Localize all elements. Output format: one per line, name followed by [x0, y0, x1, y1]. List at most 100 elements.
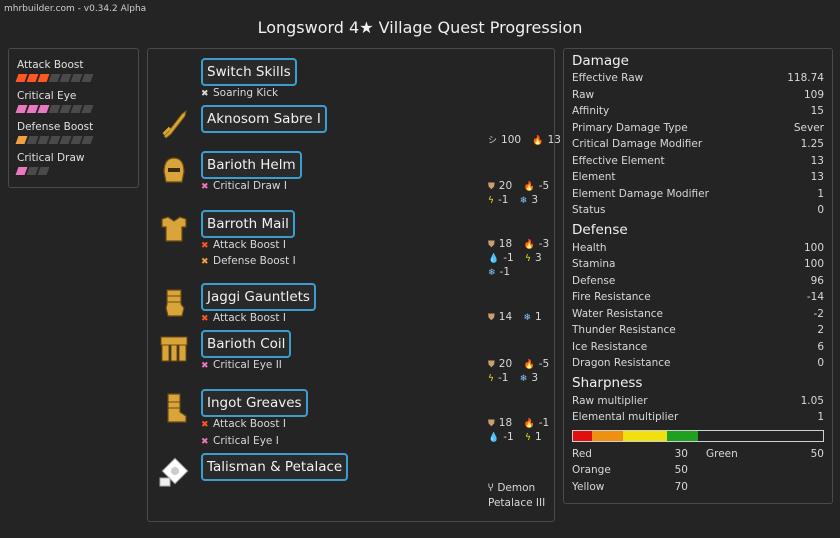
- fire-icon: 🔥: [523, 240, 535, 250]
- water-resistance: 💧 -1: [488, 431, 514, 443]
- water-icon: 💧: [488, 433, 500, 443]
- skill-pip: [37, 167, 50, 175]
- ice-resistance: ❄ 3: [519, 372, 538, 384]
- stat-row: Affinity 15: [572, 105, 824, 117]
- stats-panel: Damage Effective Raw 118.74 Raw 109 Affini…: [563, 48, 833, 504]
- switch-skills-button[interactable]: Switch Skills: [201, 58, 297, 86]
- sharpness-segment-yellow: [623, 431, 667, 441]
- stat-row: Stamina 100: [572, 258, 824, 270]
- water-resistance: 💧 -1: [488, 252, 514, 264]
- switch-skill-item: ✖ Soaring Kick: [201, 87, 279, 99]
- defense-heading: Defense: [572, 222, 628, 238]
- armor-skill: ✖ Defense Boost I: [201, 255, 296, 267]
- fire-icon: 🔥: [532, 136, 544, 146]
- armor-skill: ✖ Critical Eye I: [201, 435, 279, 447]
- shield-icon: ⛊: [488, 419, 495, 429]
- stat-row: Thunder Resistance 2: [572, 324, 824, 336]
- longsword-icon: [156, 106, 192, 142]
- stat-row: Critical Damage Modifier 1.25: [572, 138, 824, 150]
- fire-icon: 🔥: [523, 360, 535, 370]
- fire-resistance: 🔥 -5: [523, 180, 550, 192]
- stat-row: Primary Damage Type Sever: [572, 122, 824, 134]
- stat-row: Effective Raw 118.74: [572, 72, 824, 84]
- sharpness-value: 70: [674, 481, 688, 493]
- shield-icon: ⛊: [488, 182, 495, 192]
- petalace-icon: Ⴤ: [488, 484, 494, 494]
- head-armor-button[interactable]: Barioth Helm: [201, 151, 302, 179]
- thunder-resistance: ϟ -1: [488, 372, 509, 384]
- page-title: Longsword 4★ Village Quest Progression: [257, 18, 583, 37]
- skill-pip: [81, 105, 94, 113]
- stat-row: Defense 96: [572, 275, 824, 287]
- fire-resistance: 🔥 -1: [523, 417, 550, 429]
- defense-value: ⛊ 14: [488, 311, 513, 323]
- chest-values-3: ❄ -1: [488, 266, 518, 278]
- armor-skill: ✖ Critical Draw I: [201, 180, 287, 192]
- ice-icon: ❄: [519, 374, 528, 384]
- shield-icon: ⛊: [488, 360, 495, 370]
- sharpness-heading: Sharpness: [572, 375, 643, 391]
- version-label: mhrbuilder.com - v0.34.2 Alpha: [4, 4, 147, 14]
- petalace-line-1: Ⴤ Demon: [488, 482, 536, 494]
- stat-row: Raw 109: [572, 89, 824, 101]
- skills-panel: Attack Boost Critical Eye Defense Boost …: [8, 48, 139, 188]
- waist-armor-button[interactable]: Barioth Coil: [201, 330, 292, 358]
- ice-resistance: ❄ -1: [488, 266, 511, 278]
- skill-icon: ✖: [201, 241, 209, 251]
- switch-skill-icon: ✖: [201, 89, 209, 99]
- chest-armor-icon: [156, 211, 192, 247]
- weapon-values: シ 100 🔥 13: [488, 133, 569, 146]
- stat-row: Water Resistance -2: [572, 308, 824, 320]
- sharpness-value: 30: [674, 448, 688, 460]
- stat-row: Element Damage Modifier 1: [572, 188, 824, 200]
- sharpness-value: 50: [810, 448, 824, 460]
- shield-icon: ⛊: [488, 313, 495, 323]
- skill-icon: ✖: [201, 257, 209, 267]
- armor-skill: ✖ Attack Boost I: [201, 312, 286, 324]
- skill-pip: [81, 136, 94, 144]
- legs-values: ⛊ 18 🔥 -1: [488, 417, 557, 429]
- coil-icon: [156, 331, 192, 367]
- fire-resistance: 🔥 -3: [523, 238, 550, 250]
- skill-pips: [15, 136, 94, 144]
- weapon-button[interactable]: Aknosom Sabre I: [201, 105, 327, 133]
- stat-row: Element 13: [572, 171, 824, 183]
- legs-armor-button[interactable]: Ingot Greaves: [201, 389, 308, 417]
- sharpness-value: 50: [674, 464, 688, 476]
- fire-icon: 🔥: [523, 419, 535, 429]
- talisman-button[interactable]: Talisman & Petalace: [201, 453, 349, 481]
- skill-pips: [15, 105, 94, 113]
- water-icon: 💧: [488, 254, 500, 264]
- shield-icon: ⛊: [488, 240, 495, 250]
- build-panel: Switch Skills ✖ Soaring Kick Aknosom Sabr…: [147, 48, 561, 522]
- skill-pips: [15, 74, 94, 82]
- skill-icon: ✖: [201, 361, 209, 371]
- arms-armor-button[interactable]: Jaggi Gauntlets: [201, 283, 316, 311]
- thunder-icon: ϟ: [488, 374, 494, 384]
- skill-icon: ✖: [201, 182, 209, 192]
- head-values-2: ϟ -1 ❄ 3: [488, 194, 546, 206]
- fire-icon: 🔥: [523, 182, 535, 192]
- ice-icon: ❄: [519, 196, 528, 206]
- sharpness-label: Orange: [572, 464, 611, 476]
- defense-value: ⛊ 20: [488, 358, 513, 370]
- armor-skill: ✖ Attack Boost I: [201, 239, 286, 251]
- arms-values: ⛊ 14 ❄ 1: [488, 311, 550, 323]
- stat-row: Ice Resistance 6: [572, 341, 824, 353]
- waist-values: ⛊ 20 🔥 -5: [488, 358, 557, 370]
- sharpness-segment-green: [666, 431, 698, 441]
- sharpness-value: シ 100: [488, 134, 522, 146]
- ice-icon: ❄: [488, 268, 496, 278]
- skill-name: Attack Boost: [17, 59, 84, 71]
- thunder-resistance: ϟ -1: [488, 194, 509, 206]
- ice-resistance: ❄ 1: [523, 311, 542, 323]
- armor-skill: ✖ Attack Boost I: [201, 418, 286, 430]
- talisman-icon: [156, 454, 192, 490]
- chest-armor-button[interactable]: Barroth Mail: [201, 210, 295, 238]
- sharpness-icon: シ: [488, 136, 498, 146]
- stat-row: Effective Element 13: [572, 155, 824, 167]
- ice-icon: ❄: [523, 313, 532, 323]
